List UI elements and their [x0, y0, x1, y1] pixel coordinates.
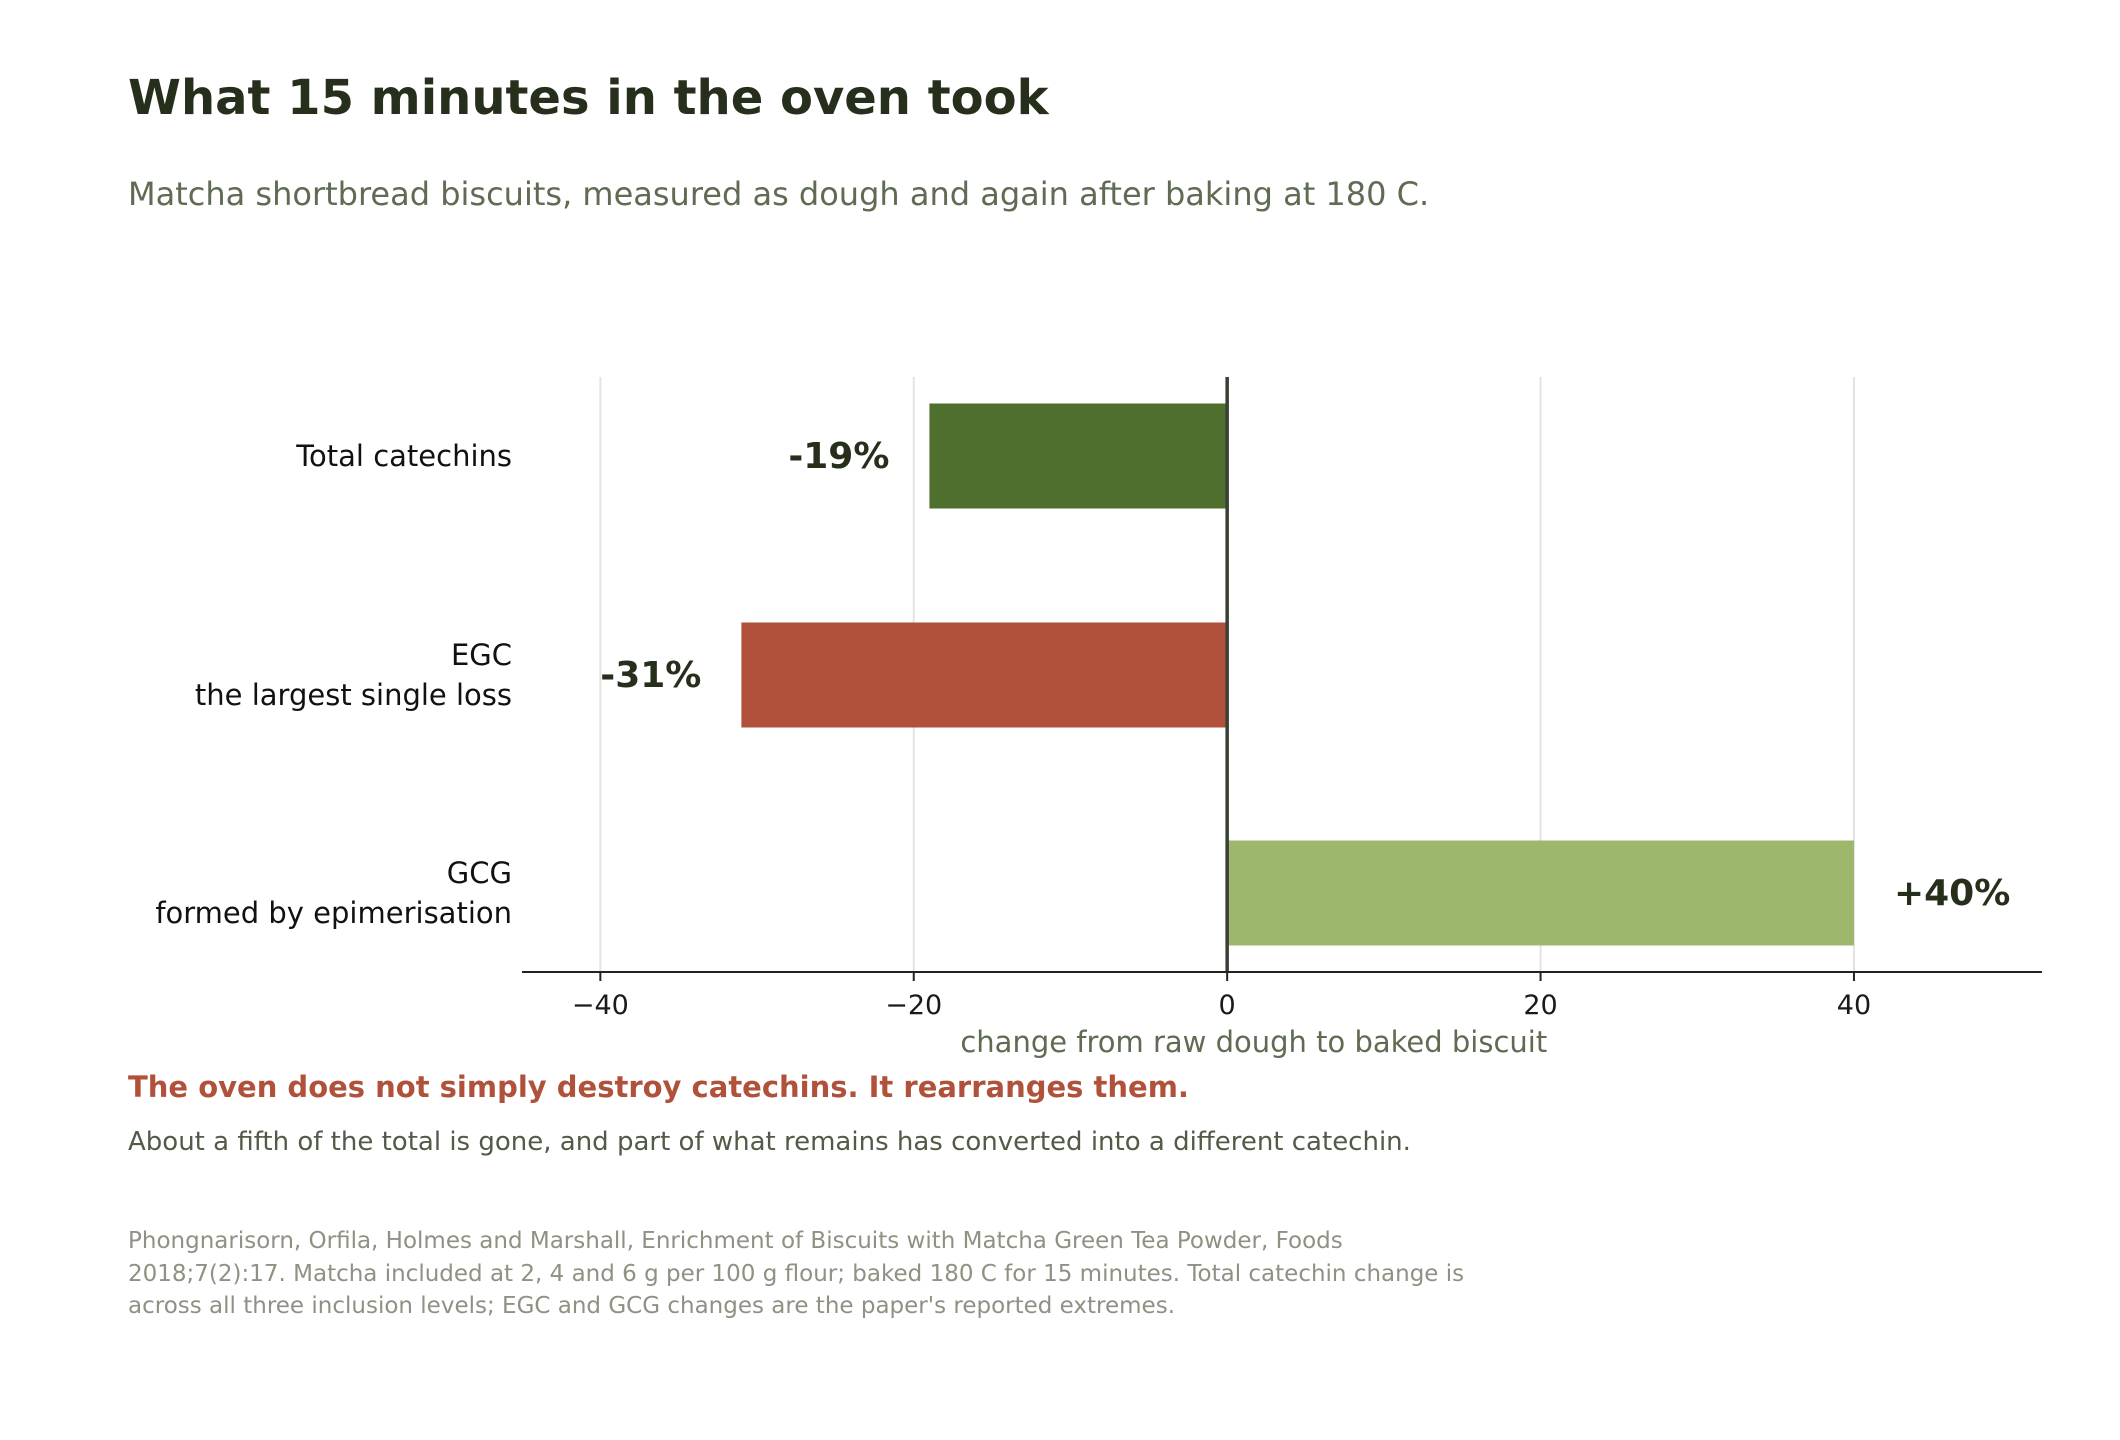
category-sublabel-1: the largest single loss [195, 678, 512, 712]
bar-1 [741, 622, 1228, 728]
x-tick-label-2: 0 [1219, 990, 1236, 1021]
chart-subtitle: Matcha shortbread biscuits, measured as … [128, 175, 1430, 213]
category-label-1: EGC [451, 638, 512, 672]
x-axis-label: change from raw dough to baked biscuit [960, 1025, 1547, 1059]
category-sublabel-2: formed by epimerisation [155, 896, 512, 930]
x-tick-label-1: −20 [885, 990, 942, 1021]
x-tick-label-3: 20 [1523, 990, 1557, 1021]
x-tick-label-4: 40 [1837, 990, 1871, 1021]
bar-0 [929, 403, 1228, 509]
source-note: Phongnarisorn, Orfila, Holmes and Marsha… [128, 1228, 1465, 1319]
x-tick-label-0: −40 [572, 990, 629, 1021]
takeaway-headline: The oven does not simply destroy catechi… [128, 1070, 1189, 1104]
takeaway-detail: About a fifth of the total is gone, and … [128, 1127, 1411, 1157]
data-label-2: +40% [1894, 873, 2010, 914]
category-label-2: GCG [447, 856, 512, 890]
data-label-1: -31% [600, 655, 701, 696]
data-label-0: -19% [788, 436, 889, 477]
chart-title: What 15 minutes in the oven took [128, 70, 1049, 126]
bar-chart: −40 −20 0 20 40 change from raw dough to bake… [155, 377, 2042, 1059]
bar-2 [1227, 840, 1854, 946]
category-label-0: Total catechins [295, 439, 512, 473]
